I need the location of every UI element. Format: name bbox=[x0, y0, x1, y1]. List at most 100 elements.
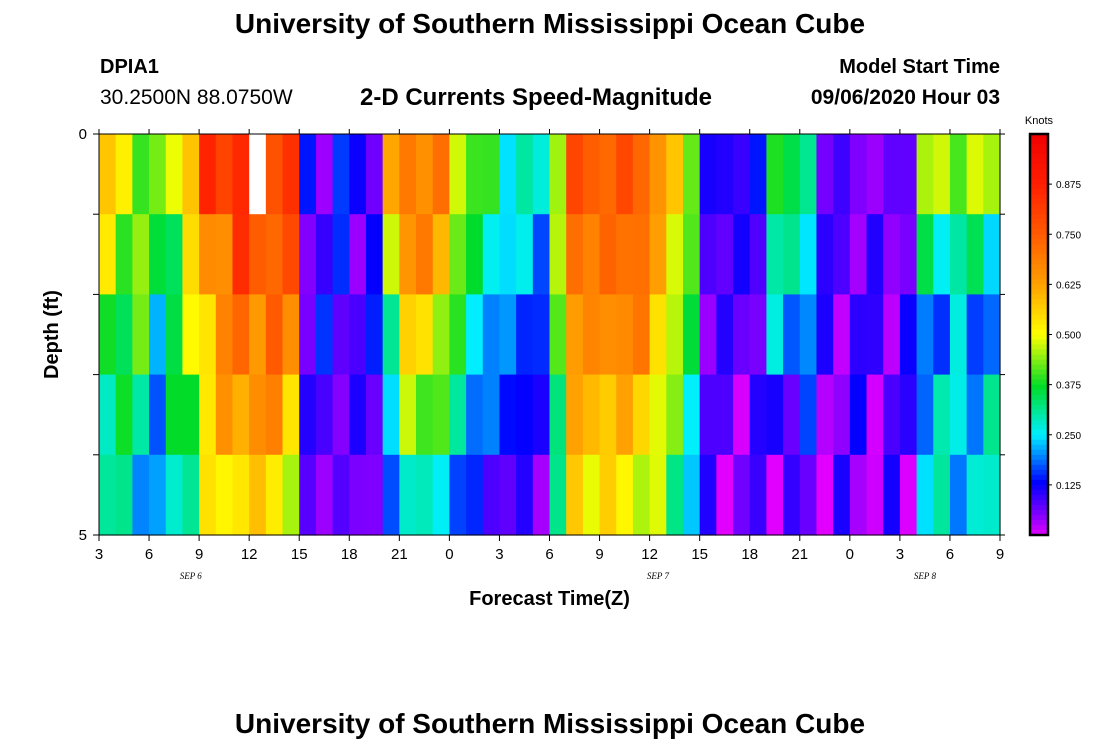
colorbar-segment bbox=[1030, 524, 1048, 531]
heatmap-cell bbox=[182, 294, 200, 376]
heatmap-cell bbox=[749, 454, 768, 536]
heatmap-cell bbox=[566, 294, 584, 376]
heatmap-cells bbox=[99, 134, 1001, 536]
heatmap-cell bbox=[916, 214, 934, 295]
heatmap-cell bbox=[215, 134, 234, 215]
colorbar-segment bbox=[1030, 339, 1048, 346]
heatmap-cell bbox=[182, 214, 200, 295]
heatmap-cell bbox=[866, 214, 884, 295]
heatmap-cell bbox=[132, 454, 150, 536]
heatmap-cell bbox=[399, 214, 417, 295]
heatmap-cell bbox=[766, 134, 784, 215]
colorbar-segment bbox=[1030, 324, 1048, 331]
heatmap-cell bbox=[716, 134, 734, 215]
colorbar-segment bbox=[1030, 514, 1048, 521]
heatmap-cell bbox=[566, 454, 584, 536]
colorbar-segment bbox=[1030, 239, 1048, 245]
heatmap-cell bbox=[365, 454, 384, 536]
colorbar-segment bbox=[1030, 249, 1048, 255]
colorbar-segment bbox=[1030, 404, 1048, 411]
heatmap-cell bbox=[265, 134, 284, 215]
x-tick-label: 3 bbox=[95, 546, 103, 563]
heatmap-cell bbox=[315, 454, 334, 536]
heatmap-cell bbox=[365, 214, 384, 295]
heatmap-cell bbox=[199, 214, 217, 295]
heatmap-cell bbox=[416, 294, 434, 376]
colorbar-segment bbox=[1030, 264, 1048, 270]
colorbar-segment bbox=[1030, 344, 1048, 351]
colorbar-segment bbox=[1030, 489, 1048, 496]
heatmap-cell bbox=[666, 294, 684, 376]
colorbar-segment bbox=[1030, 359, 1048, 366]
colorbar-segment bbox=[1030, 509, 1048, 516]
heatmap-cell bbox=[499, 134, 517, 215]
heatmap-cell bbox=[516, 134, 534, 215]
heatmap-cell bbox=[799, 294, 818, 376]
date-label: SEP 7 bbox=[647, 571, 670, 581]
colorbar-segment bbox=[1030, 174, 1048, 180]
colorbar-segment bbox=[1030, 409, 1048, 416]
heatmap-cell bbox=[933, 134, 951, 215]
heatmap-cell bbox=[799, 374, 818, 456]
heatmap-cell bbox=[482, 134, 501, 215]
x-tick-label: 6 bbox=[545, 546, 553, 563]
heatmap-cell bbox=[315, 214, 334, 295]
heatmap-cell bbox=[949, 374, 968, 456]
colorbar-segment bbox=[1030, 169, 1048, 175]
colorbar-segment bbox=[1030, 209, 1048, 215]
heatmap-cell bbox=[349, 454, 367, 536]
heatmap-cell bbox=[265, 454, 284, 536]
heatmap-cell bbox=[482, 294, 501, 376]
heatmap-cell bbox=[349, 374, 367, 456]
colorbar-segment bbox=[1030, 484, 1048, 491]
colorbar-segment bbox=[1030, 479, 1048, 486]
heatmap-cell bbox=[282, 374, 300, 456]
heatmap-cell bbox=[499, 454, 517, 536]
heatmap-cell bbox=[816, 454, 834, 536]
heatmap-cell bbox=[666, 214, 684, 295]
heatmap-cell bbox=[215, 294, 234, 376]
heatmap-cell bbox=[516, 374, 534, 456]
colorbar-segment bbox=[1030, 134, 1048, 140]
heatmap-cell bbox=[582, 454, 601, 536]
heatmap-cell bbox=[699, 294, 717, 376]
footer-title: University of Southern Mississippi Ocean… bbox=[234, 708, 866, 739]
x-tick-label: 15 bbox=[291, 546, 308, 563]
heatmap-cell bbox=[299, 294, 317, 376]
heatmap-cell bbox=[766, 374, 784, 456]
colorbar-segment bbox=[1030, 164, 1048, 170]
heatmap-cell bbox=[99, 374, 117, 456]
heatmap-cell bbox=[549, 294, 567, 376]
heatmap-cell bbox=[899, 214, 918, 295]
heatmap-cell bbox=[532, 294, 551, 376]
heatmap-cell bbox=[899, 294, 918, 376]
colorbar-segment bbox=[1030, 189, 1048, 195]
heatmap-cell bbox=[299, 374, 317, 456]
heatmap-cell bbox=[933, 454, 951, 536]
heatmap-cell bbox=[349, 294, 367, 376]
heatmap-cell bbox=[899, 374, 918, 456]
heatmap-cell bbox=[816, 214, 834, 295]
heatmap-cell bbox=[449, 454, 467, 536]
heatmap-cell bbox=[966, 374, 984, 456]
heatmap-cell bbox=[649, 214, 667, 295]
heatmap-cell bbox=[232, 374, 250, 456]
heatmap-cell bbox=[466, 374, 484, 456]
colorbar-segment bbox=[1030, 379, 1048, 386]
y-axis-label: Depth (ft) bbox=[41, 290, 63, 379]
heatmap-cell bbox=[516, 214, 534, 295]
heatmap-cell bbox=[466, 214, 484, 295]
colorbar-segment bbox=[1030, 459, 1048, 466]
heatmap-cell bbox=[632, 214, 651, 295]
heatmap-cell bbox=[899, 454, 918, 536]
heatmap-cell bbox=[632, 294, 651, 376]
heatmap-cell bbox=[933, 294, 951, 376]
page-title: University of Southern Mississippi Ocean… bbox=[234, 8, 866, 39]
colorbar-segment bbox=[1030, 319, 1048, 326]
heatmap-cell bbox=[132, 374, 150, 456]
colorbar-tick-label: 0.750 bbox=[1056, 230, 1081, 241]
colorbar-segment bbox=[1030, 139, 1048, 145]
colorbar-segment bbox=[1030, 494, 1048, 501]
heatmap-cell bbox=[416, 374, 434, 456]
heatmap-cell bbox=[432, 134, 450, 215]
